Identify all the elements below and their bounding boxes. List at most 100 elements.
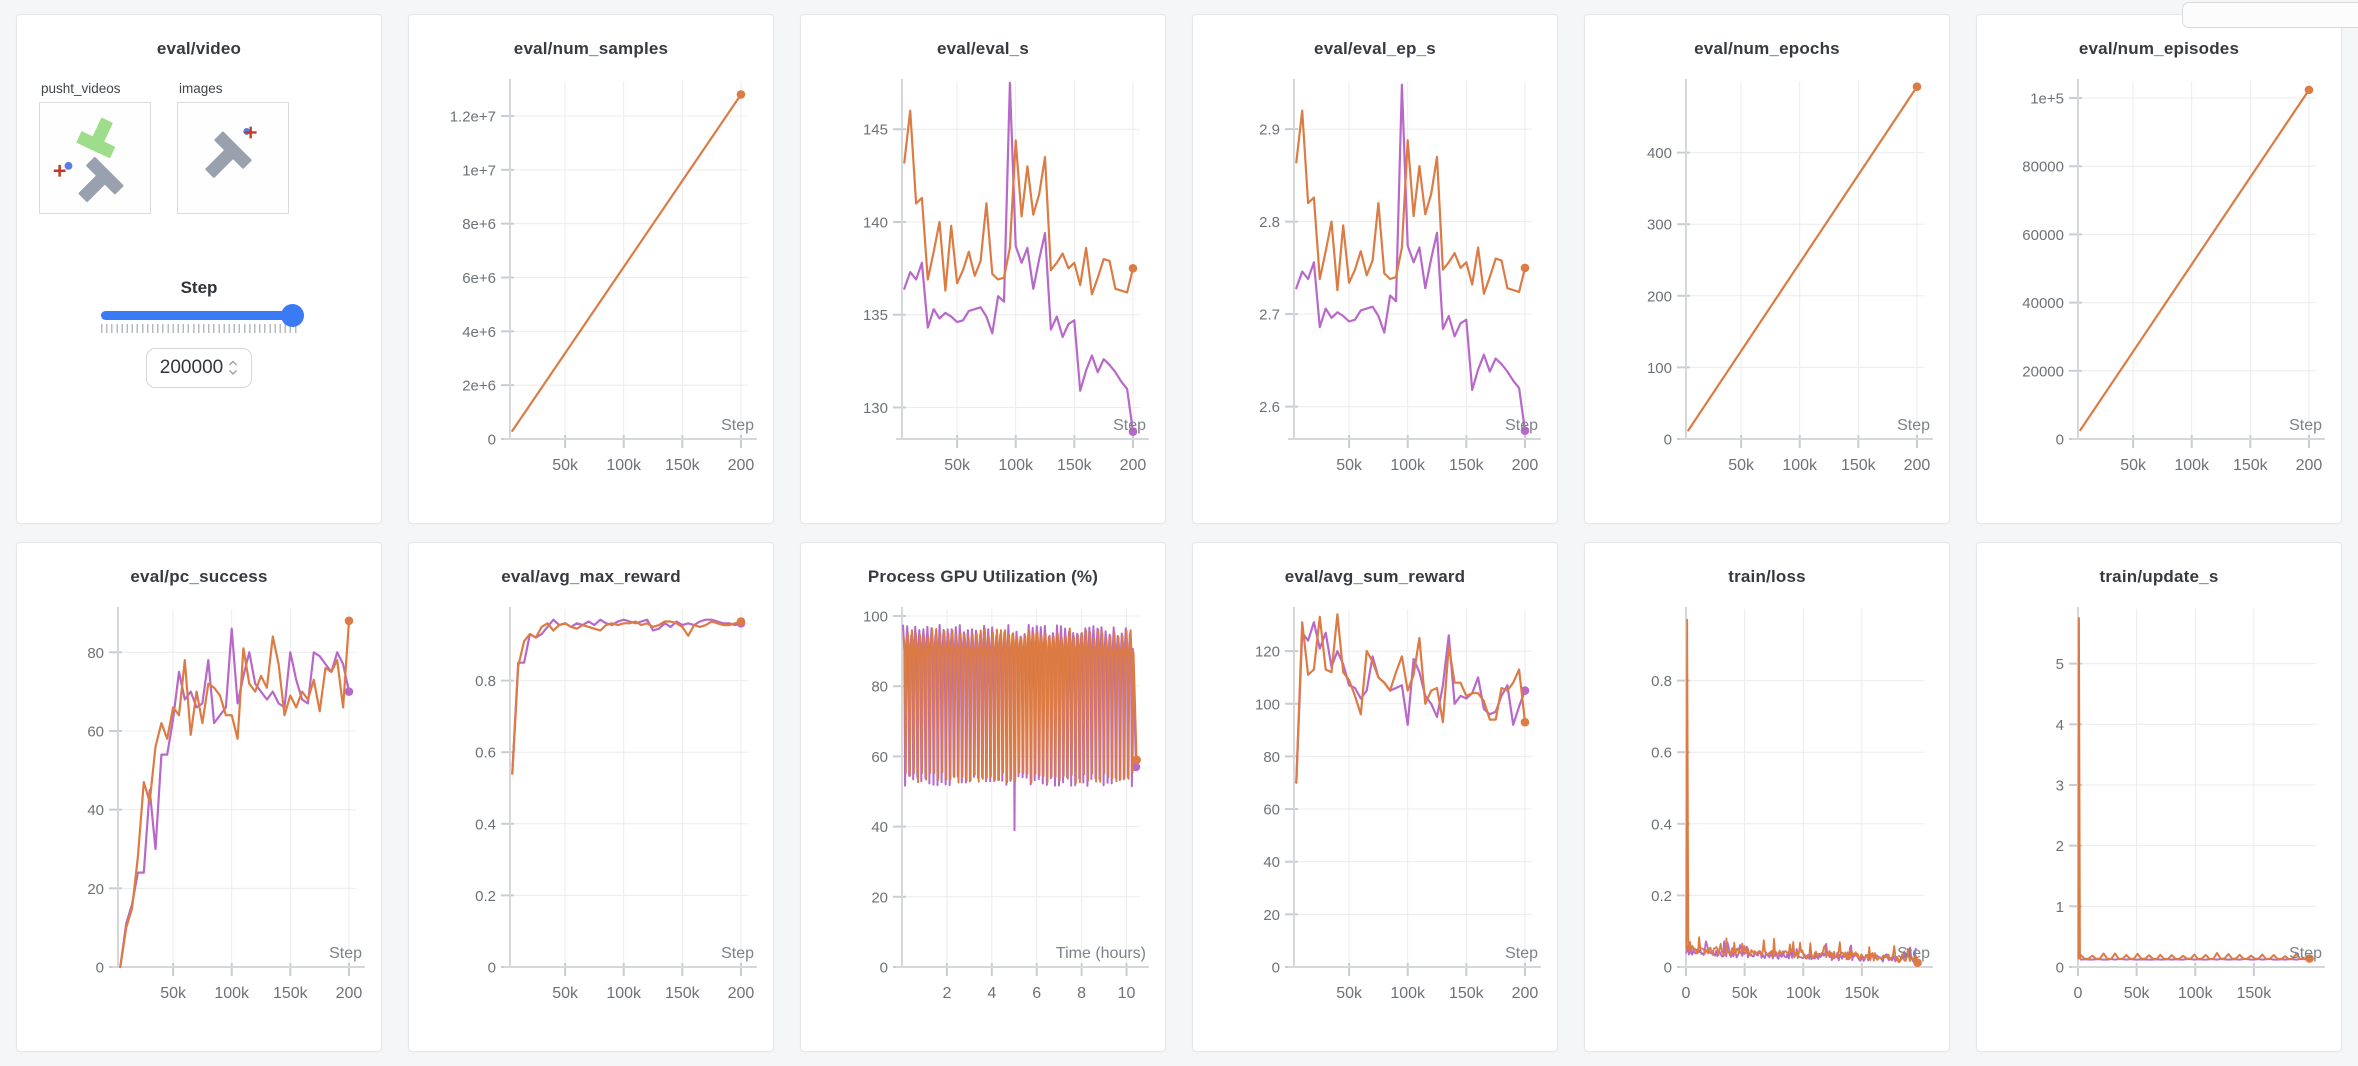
series-end-dot-run-orange: [1912, 957, 1922, 967]
svg-text:150k: 150k: [272, 985, 308, 1002]
chart-canvas[interactable]: 50k 100k 150k 200 0 20 40 60 80 100 120 Step: [1206, 595, 1545, 1043]
axes: [892, 606, 1149, 976]
x-axis-label: Step: [721, 417, 754, 434]
series-group: [1686, 82, 1921, 432]
chart-title: eval/avg_sum_reward: [1284, 566, 1466, 586]
chart-canvas[interactable]: 50k 100k 150k 200 0 0.2 0.4 0.6 0.8 Step: [422, 595, 761, 1043]
svg-text:150k: 150k: [1840, 457, 1876, 474]
series-line-run-purple: [118, 627, 350, 968]
media-label: pusht_videos: [41, 81, 121, 96]
svg-text:100: 100: [862, 608, 887, 625]
gray-t-block: [78, 156, 124, 203]
series-end-dot-run-orange: [736, 616, 745, 626]
svg-text:10: 10: [1117, 985, 1135, 1002]
svg-text:200: 200: [2295, 457, 2322, 474]
axis-labels: 50k 100k 150k 200 0 20 40 60 80 Step: [87, 644, 362, 1001]
axis-labels: 50k 100k 150k 200 0 0.2 0.4 0.6 0.8 Step: [475, 673, 754, 1002]
pusht-scene: [53, 117, 124, 203]
svg-text:100k: 100k: [1390, 457, 1426, 474]
step-value-input[interactable]: 200000: [146, 348, 252, 388]
axis-labels: 50k 100k 150k 200 0 2e+6 4e+6 6e+6 8e+6 1e+7 1.2e+…: [449, 108, 754, 474]
chart-canvas[interactable]: 50k 100k 150k 200 0 20000 40000 60000 80000 1e+5 S…: [1990, 67, 2329, 515]
svg-text:20000: 20000: [2022, 363, 2064, 380]
svg-text:200: 200: [335, 985, 362, 1002]
series-line-run-purple: [1294, 83, 1526, 432]
images-thumbnail[interactable]: [177, 102, 289, 214]
svg-text:50k: 50k: [160, 985, 187, 1002]
chart-canvas[interactable]: 0 50k 100k 150k 0 1 2 3 4 5 Step: [1990, 595, 2329, 1043]
svg-text:100k: 100k: [1782, 457, 1818, 474]
chart-canvas[interactable]: 50k 100k 150k 200 130 135 140 145 Step: [814, 67, 1153, 515]
svg-text:0: 0: [2055, 432, 2063, 449]
axes: [2068, 79, 2325, 448]
svg-text:100k: 100k: [606, 457, 642, 474]
chart-canvas[interactable]: 50k 100k 150k 200 0 20 40 60 80 Step: [30, 595, 369, 1043]
series-end-dot-run-purple: [1131, 762, 1140, 771]
chart-title: eval/eval_ep_s: [1314, 39, 1436, 58]
slider-thumb[interactable]: [281, 304, 304, 327]
x-axis-label: Step: [1897, 417, 1930, 434]
svg-text:1.2e+7: 1.2e+7: [449, 108, 495, 125]
axis-labels: 0 50k 100k 150k 0 0.2 0.4 0.6 0.8 Step: [1651, 673, 1930, 1002]
chart-canvas[interactable]: 0 50k 100k 150k 0 0.2 0.4 0.6 0.8 Step: [1598, 595, 1937, 1043]
chart-panel: eval/num_epochs 50k 100k 150k 200 0 100 200 300 4…: [1584, 14, 1950, 524]
svg-text:0: 0: [95, 959, 103, 976]
media-item-images: images: [177, 81, 289, 214]
chart-panel: eval/num_samples 50k 100k 150k 200 0 2e+6 4e+6 6…: [408, 14, 774, 524]
stepper-arrows-icon[interactable]: [228, 359, 238, 377]
chart-title: eval/num_samples: [513, 39, 669, 58]
svg-text:0: 0: [1271, 959, 1279, 976]
svg-text:0.4: 0.4: [1651, 816, 1672, 833]
svg-text:0.6: 0.6: [1651, 744, 1672, 761]
axes: [500, 79, 757, 448]
chart-title: train/update_s: [2099, 566, 2219, 586]
axes: [1676, 606, 1933, 976]
series-line-run-purple: [1294, 620, 1526, 784]
axes: [1284, 606, 1541, 976]
svg-text:200: 200: [727, 985, 754, 1002]
svg-text:0.4: 0.4: [475, 816, 496, 833]
chart-title: eval/num_epochs: [1694, 39, 1840, 58]
svg-text:50k: 50k: [944, 457, 971, 474]
pusht-video-thumbnail[interactable]: [39, 102, 151, 214]
svg-text:100k: 100k: [214, 985, 250, 1002]
svg-text:50k: 50k: [552, 985, 579, 1002]
svg-text:4e+6: 4e+6: [462, 324, 496, 341]
svg-text:1: 1: [2055, 898, 2063, 915]
chart-canvas[interactable]: 50k 100k 150k 200 0 100 200 300 400 Step: [1598, 67, 1937, 515]
series-group: [1685, 618, 1922, 967]
chart-panel: eval/eval_s 50k 100k 150k 200 130 135 140 145 Ste…: [800, 14, 1166, 524]
svg-text:0: 0: [2055, 959, 2063, 976]
series-line-run-orange: [1686, 85, 1918, 432]
svg-text:100k: 100k: [2174, 457, 2210, 474]
svg-text:0: 0: [879, 959, 887, 976]
svg-text:0.6: 0.6: [475, 744, 496, 761]
svg-text:150k: 150k: [664, 457, 700, 474]
svg-text:150k: 150k: [1448, 985, 1484, 1002]
svg-text:40: 40: [871, 819, 888, 836]
svg-text:150k: 150k: [2236, 985, 2272, 1002]
chart-panel: train/update_s 0 50k 100k 150k 0 1 2 3 4 5 Step: [1976, 541, 2342, 1052]
svg-text:200: 200: [1646, 288, 1671, 305]
svg-text:60: 60: [1263, 801, 1280, 818]
chart-panel: eval/pc_success 50k 100k 150k 200 0 20 40 60 80 St…: [16, 541, 382, 1052]
chart-title: Process GPU Utilization (%): [867, 566, 1099, 586]
series-line-run-orange: [1294, 109, 1526, 295]
chart-title: train/loss: [1728, 566, 1806, 586]
chart-canvas[interactable]: 50k 100k 150k 200 2.6 2.7 2.8 2.9 Step: [1206, 67, 1545, 515]
axes: [500, 606, 757, 976]
step-slider[interactable]: [101, 304, 304, 327]
svg-text:50k: 50k: [1731, 985, 1758, 1002]
gridlines: [117, 608, 356, 967]
svg-text:2.9: 2.9: [1259, 122, 1280, 139]
series-line-run-orange: [2077, 616, 2311, 960]
series-group: [510, 90, 745, 432]
gridlines: [1685, 608, 1924, 967]
svg-text:80: 80: [87, 644, 104, 661]
svg-text:135: 135: [862, 307, 887, 324]
chart-title: eval/num_episodes: [2078, 39, 2240, 58]
series-end-dot-run-orange: [1128, 264, 1137, 273]
images-scene: [205, 126, 257, 178]
chart-canvas[interactable]: 50k 100k 150k 200 0 2e+6 4e+6 6e+6 8e+6 1e+7 1.2e+…: [422, 67, 761, 515]
